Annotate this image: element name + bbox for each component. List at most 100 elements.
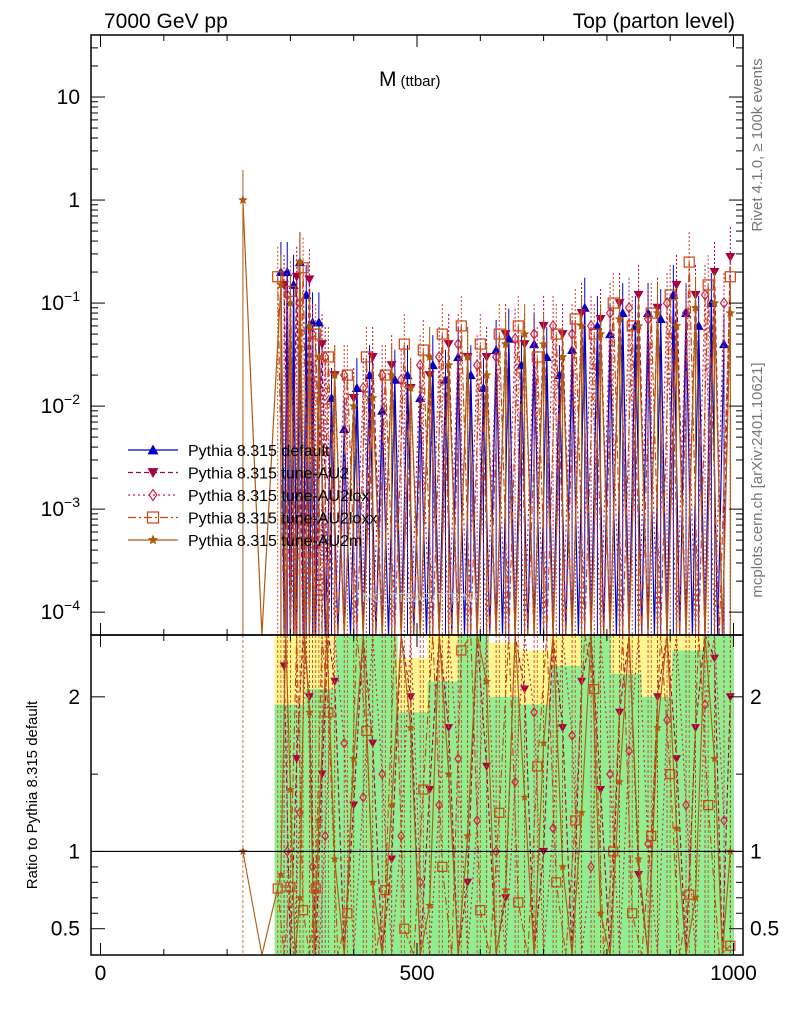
data-point (455, 320, 467, 332)
ratio-point (691, 893, 700, 902)
data-point (624, 301, 634, 314)
data-point (607, 297, 619, 309)
ratio-point (703, 799, 714, 811)
ratio-point (425, 901, 434, 910)
ratio-point (387, 800, 396, 809)
data-point (491, 345, 502, 355)
data-point (474, 338, 486, 350)
data-point (683, 256, 695, 268)
data-point (434, 350, 444, 363)
data-point (725, 308, 736, 318)
x-tick-label: 500 (399, 962, 434, 985)
ratio-point (286, 785, 295, 794)
ratio-point (342, 908, 353, 919)
ratio-point (551, 877, 562, 888)
ratio-point (710, 754, 719, 763)
data-point (351, 382, 362, 392)
ratio-point (570, 815, 581, 826)
legend-entry: Pythia 8.315 tune-AU2m (128, 533, 362, 550)
ratio-point (646, 830, 657, 842)
ratio-point (539, 738, 548, 747)
ratio-tick-label-right: 1 (750, 840, 762, 863)
ratio-point (444, 724, 454, 733)
ratio-point (437, 861, 448, 872)
ratio-point (317, 770, 327, 779)
watermark: MC_TTBAR/TTBAR (362, 590, 478, 605)
data-point (276, 279, 286, 289)
y-tick-label: 10−2 (41, 391, 81, 418)
data-point (436, 328, 448, 340)
legend-label: Pythia 8.315 tune-AU2 (188, 466, 349, 483)
data-point (592, 320, 603, 330)
ratio-point (454, 753, 463, 765)
data-point (614, 314, 625, 324)
data-point (398, 338, 410, 350)
ratio-point (501, 885, 510, 894)
ratio-point (494, 807, 505, 818)
data-point (341, 369, 353, 381)
ratio-tick-label-right: 2 (750, 686, 762, 709)
ratio-point (558, 862, 567, 871)
data-point (367, 392, 378, 402)
ratio-point (568, 729, 576, 742)
ratio-point (359, 791, 368, 803)
data-point (576, 320, 587, 330)
ratio-point (321, 830, 330, 842)
legend-label: Pythia 8.315 tune-AU2lox (188, 488, 369, 505)
ratio-point (292, 755, 302, 764)
ratio-point (589, 684, 600, 695)
ratio-point (720, 814, 728, 827)
legend-entry: Pythia 8.315 tune-AU2 (128, 466, 349, 483)
data-point (548, 319, 558, 332)
ratio-point (349, 754, 358, 763)
data-point (462, 351, 473, 361)
data-point (481, 370, 492, 380)
y-tick-label: 10−4 (41, 597, 81, 624)
axes-group: 0 500 1000 10−4 10−3 10−2 10−1 1 10 0.5 0.5 1 1 2 2 (41, 34, 779, 985)
legend-label: Pythia 8.315 tune-AU2loxx (188, 511, 377, 528)
band-green-bin (396, 712, 429, 955)
ratio-point (314, 816, 324, 825)
data-point (443, 360, 454, 370)
ratio-point (330, 854, 339, 863)
band-green-bin (427, 681, 459, 955)
data-point (671, 320, 682, 330)
data-point (396, 373, 406, 386)
ratio-point (634, 854, 643, 863)
data-point (633, 320, 644, 330)
data-point (690, 302, 701, 312)
data-point (297, 262, 309, 274)
header-right: Top (parton level) (573, 10, 735, 33)
ratio-point (276, 870, 286, 879)
data-point (415, 392, 426, 402)
ratio-point (482, 676, 491, 685)
legend-marker (147, 534, 159, 545)
legend-marker (147, 444, 159, 455)
data-point (364, 370, 375, 380)
main-series-group (238, 170, 736, 636)
ratio-point (501, 894, 511, 903)
data-point (719, 339, 730, 349)
ratio-point (463, 831, 472, 840)
ratio-point (530, 706, 538, 718)
ratio-point (627, 908, 638, 919)
ratio-point (511, 776, 519, 788)
data-point (313, 317, 324, 327)
ratio-point (549, 822, 557, 834)
data-point (330, 370, 340, 380)
ratio-point (596, 908, 605, 917)
band-green-bin (549, 665, 582, 955)
data-point (317, 340, 328, 350)
ratio-point (710, 654, 720, 663)
ratio-point (665, 769, 676, 780)
ratio-point (587, 861, 595, 873)
legend-entry: Pythia 8.315 default (128, 443, 330, 460)
data-point (538, 339, 549, 349)
data-point (709, 298, 720, 308)
data-point (652, 308, 663, 318)
ratio-point (368, 739, 378, 748)
legend-label: Pythia 8.315 tune-AU2m (188, 533, 362, 550)
y-tick-label: 10−1 (41, 288, 81, 315)
